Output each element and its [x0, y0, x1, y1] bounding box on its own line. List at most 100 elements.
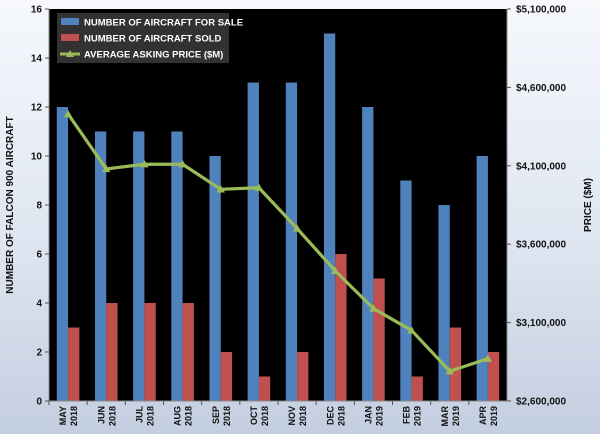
x-tick-label: FEB 2019 [402, 405, 423, 426]
bar-for-sale-aug [171, 131, 183, 401]
y2-tick-label: $3,100,000 [516, 318, 566, 329]
x-tick-label: MAY 2018 [58, 406, 79, 426]
x-tick-label: APR 2019 [478, 406, 499, 427]
price-point-oct [254, 183, 264, 191]
x-tick-year: 2019 [374, 406, 384, 426]
price-point-jan [369, 304, 378, 312]
price-point-dec [331, 266, 340, 275]
x-tick-label: DEC 2018 [325, 406, 346, 427]
x-tick-year: 2018 [184, 406, 194, 426]
y-tick-label: 14 [31, 54, 43, 65]
x-tick-year: 2018 [336, 406, 346, 426]
bar-sold-jan [373, 278, 385, 401]
x-tick-month: OCT [249, 406, 259, 426]
bar-sold-sep [220, 352, 233, 401]
x-tick-year: 2019 [413, 406, 423, 426]
plot-area [49, 9, 507, 401]
price-point-nov [292, 224, 302, 232]
legend-swatch [61, 18, 79, 25]
x-tick-label: JUL 2018 [134, 406, 155, 427]
bar-for-sale-nov [285, 82, 298, 401]
x-tick-label: AUG 2018 [173, 406, 194, 426]
x-tick-year: 2019 [451, 406, 461, 426]
y-tick-label: 6 [36, 250, 42, 261]
x-tick-label: MAR 2019 [440, 406, 461, 427]
x-tick-label: NOV 2018 [287, 406, 308, 426]
x-tick-year: 2018 [298, 406, 308, 426]
price-point-mar [445, 367, 454, 375]
price-point-feb [407, 326, 416, 334]
bar-sold-nov [297, 352, 309, 401]
y-tick-label: 2 [36, 348, 42, 359]
legend-label: AVERAGE ASKING PRICE ($M) [84, 50, 223, 61]
bar-for-sale-feb [400, 180, 412, 401]
y2-tick-label: $4,600,000 [516, 83, 566, 94]
x-tick-month: APR [478, 406, 488, 426]
price-point-sep [216, 185, 225, 193]
legend-swatch [61, 34, 79, 41]
bar-sold-jul [144, 303, 156, 401]
bar-sold-feb [411, 376, 423, 401]
price-point-jul [140, 160, 149, 168]
price-point-apr [483, 354, 493, 362]
legend-label: NUMBER OF AIRCRAFT FOR SALE [84, 18, 243, 29]
legend-box [57, 13, 229, 63]
price-point-may [63, 109, 73, 118]
bar-sold-mar [449, 327, 462, 401]
bar-for-sale-mar [438, 205, 450, 401]
x-tick-year: 2019 [489, 406, 499, 426]
y-tick-label: 8 [36, 201, 42, 212]
bar-sold-oct [258, 376, 271, 401]
bar-for-sale-oct [247, 82, 259, 401]
x-tick-month: JAN [363, 406, 373, 424]
x-tick-month: MAR [440, 406, 450, 427]
x-tick-label: SEP 2018 [211, 406, 232, 426]
y2-axis-title: PRICE ($M) [583, 178, 594, 232]
x-tick-label: OCT 2018 [249, 406, 270, 427]
y-tick-label: 10 [31, 152, 43, 163]
bar-sold-aug [182, 303, 194, 401]
x-tick-month: AUG [173, 406, 183, 426]
x-tick-year: 2018 [222, 406, 232, 426]
y2-tick-label: $3,600,000 [516, 240, 566, 251]
x-tick-month: DEC [325, 406, 335, 426]
x-tick-month: MAY [58, 406, 68, 425]
y2-tick-label: $5,100,000 [516, 5, 566, 16]
x-tick-label: JUN 2018 [96, 406, 117, 426]
x-tick-month: NOV [287, 406, 297, 426]
price-point-aug [178, 160, 187, 168]
y-tick-label: 12 [31, 103, 43, 114]
price-point-jun [102, 164, 111, 173]
bar-sold-jun [106, 303, 118, 401]
legend-label: NUMBER OF AIRCRAFT SOLD [84, 34, 222, 45]
bar-for-sale-sep [209, 156, 221, 401]
x-tick-year: 2018 [145, 406, 155, 426]
y2-tick-label: $2,600,000 [516, 397, 566, 408]
bar-for-sale-jul [133, 131, 145, 401]
x-tick-month: JUN [96, 406, 106, 424]
x-tick-month: JUL [134, 406, 144, 424]
y-tick-label: 16 [31, 5, 43, 16]
bar-sold-may [68, 327, 80, 401]
bar-for-sale-jan [362, 107, 374, 401]
y-tick-label: 0 [36, 397, 42, 408]
x-tick-label: JAN 2019 [363, 406, 384, 426]
legend-marker [66, 50, 74, 57]
x-tick-year: 2018 [107, 406, 117, 426]
x-tick-year: 2018 [69, 406, 79, 426]
bar-for-sale-jun [94, 131, 107, 401]
x-tick-month: FEB [402, 405, 412, 424]
x-tick-month: SEP [211, 406, 221, 424]
x-tick-year: 2018 [260, 406, 270, 426]
bar-for-sale-dec [323, 33, 336, 401]
bar-sold-apr [487, 352, 500, 401]
y-axis-title: NUMBER OF FALCON 900 AIRCRAFT [5, 116, 16, 293]
y-tick-label: 4 [36, 299, 42, 310]
y2-tick-label: $4,100,000 [516, 161, 566, 172]
bar-for-sale-may [56, 107, 69, 401]
bar-for-sale-apr [476, 156, 488, 401]
price-line [66, 113, 489, 373]
bar-sold-dec [335, 254, 347, 401]
